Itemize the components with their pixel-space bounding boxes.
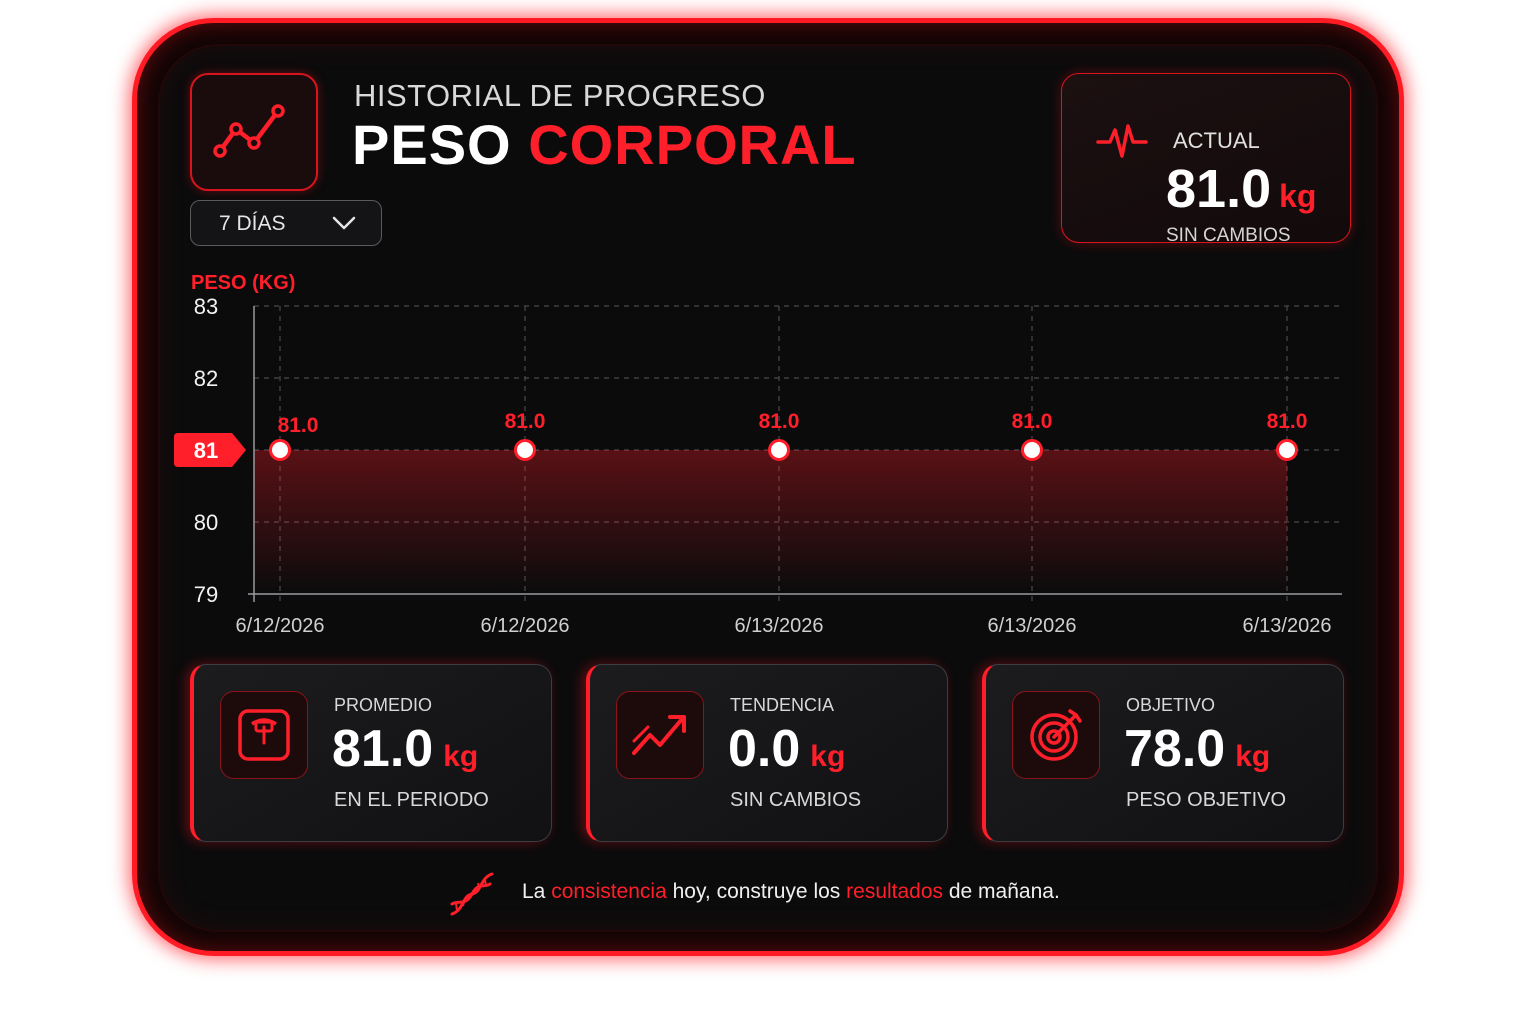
title-red: CORPORAL: [528, 113, 857, 176]
data-label: 81.0: [1012, 410, 1053, 433]
highlight-tick-badge: [174, 433, 246, 467]
y-tick-label: 83: [194, 294, 218, 319]
stat-card-average: PROMEDIO 81.0 kg EN EL PERIODO: [190, 664, 552, 842]
stat-caption: OBJETIVO: [1126, 695, 1216, 715]
motivational-quote: La consistencia hoy, construye los resul…: [522, 880, 1060, 904]
x-tick-label: 6/13/2026: [988, 615, 1077, 637]
stat-value-row: 0.0 kg: [728, 719, 845, 779]
chevron-down-icon: [332, 216, 356, 230]
weight-chart: 83 82 81 80 79 6/12/2026 6/12/2026 6/13/2026 6/…: [174, 294, 1342, 637]
x-tick-label: 6/13/2026: [1243, 615, 1332, 637]
current-value-row: 81.0 kg: [1166, 158, 1316, 220]
target-icon: [1012, 691, 1100, 779]
stat-card-trend: TENDENCIA 0.0 kg SIN CAMBIOS: [586, 664, 948, 842]
stat-value: 0.0: [728, 720, 801, 778]
quote-part: hoy, construye los: [666, 880, 847, 903]
stat-unit: kg: [1235, 740, 1271, 773]
x-tick-label: 6/13/2026: [735, 615, 824, 637]
page-title: PESO CORPORAL: [352, 112, 857, 177]
series-area: [254, 450, 1287, 594]
current-value: 81.0: [1166, 159, 1272, 219]
stat-sub: EN EL PERIODO: [334, 789, 489, 811]
quote-part: de mañana.: [943, 880, 1060, 903]
stat-sub: PESO OBJETIVO: [1126, 789, 1287, 811]
data-point: [269, 439, 291, 461]
x-tick-label: 6/12/2026: [236, 615, 325, 637]
stat-caption: PROMEDIO: [334, 695, 433, 715]
title-white: PESO: [352, 113, 512, 176]
current-unit: kg: [1279, 178, 1317, 214]
stat-caption: TENDENCIA: [730, 695, 835, 715]
stat-value: 81.0: [332, 720, 434, 778]
range-dropdown[interactable]: 7 DÍAS: [190, 200, 382, 246]
range-dropdown-value: 7 DÍAS: [219, 212, 286, 235]
data-point: [1021, 439, 1043, 461]
data-label: 81.0: [505, 410, 546, 433]
line-chart-icon: [190, 73, 318, 191]
quote-part: La: [522, 880, 552, 903]
x-tick-label: 6/12/2026: [481, 615, 570, 637]
stat-value-row: 81.0 kg: [332, 719, 478, 779]
data-label: 81.0: [1267, 410, 1308, 433]
data-point: [1276, 439, 1298, 461]
stat-sub: SIN CAMBIOS: [730, 789, 862, 811]
dna-icon: [450, 872, 494, 916]
stat-unit: kg: [443, 740, 479, 773]
data-point: [768, 439, 790, 461]
y-tick-label-highlight: 81: [194, 438, 218, 463]
current-status: SIN CAMBIOS: [1166, 225, 1291, 246]
current-weight-card: ACTUAL 81.0 kg SIN CAMBIOS: [1061, 73, 1351, 246]
data-label: 81.0: [759, 410, 800, 433]
stat-unit: kg: [810, 740, 846, 773]
y-tick-label: 82: [194, 366, 218, 391]
heartbeat-icon: [1096, 124, 1148, 158]
data-label: 81.0: [278, 414, 319, 437]
app-screen: HISTORIAL DE PROGRESO PESO CORPORAL 7 DÍ…: [160, 46, 1376, 930]
page-subtitle: HISTORIAL DE PROGRESO: [354, 78, 766, 113]
current-caption: ACTUAL: [1173, 128, 1260, 153]
stat-value-row: 78.0 kg: [1124, 719, 1270, 779]
chart-y-axis-title: PESO (KG): [191, 272, 296, 294]
data-point: [514, 439, 536, 461]
stat-value: 78.0: [1124, 720, 1226, 778]
stat-card-goal: OBJETIVO 78.0 kg PESO OBJETIVO: [982, 664, 1344, 842]
quote-highlight: consistencia: [551, 880, 667, 903]
trend-up-icon: [616, 691, 704, 779]
scale-icon: [220, 691, 308, 779]
y-tick-label: 79: [194, 582, 218, 607]
quote-highlight: resultados: [846, 880, 944, 903]
y-tick-label: 80: [194, 510, 218, 535]
